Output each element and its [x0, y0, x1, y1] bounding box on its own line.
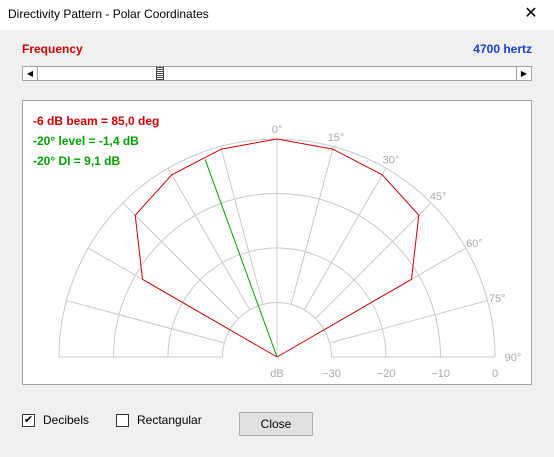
- decibels-checkbox[interactable]: ✔ Decibels: [22, 413, 89, 427]
- radial-label: 0: [492, 368, 498, 380]
- scroll-left-icon[interactable]: ◀: [23, 67, 38, 80]
- angle-label: 0°: [272, 124, 283, 136]
- grid-spoke: [329, 300, 488, 344]
- angle-label: 90°: [505, 352, 522, 364]
- angle-label: 45°: [430, 191, 447, 203]
- grid-spoke: [315, 202, 432, 319]
- grid-spoke: [66, 300, 225, 344]
- di-text: -20° DI = 9,1 dB: [33, 154, 121, 168]
- level-text: -20° level = -1,4 dB: [33, 134, 139, 148]
- radial-label: −20: [377, 368, 396, 380]
- slider-thumb[interactable]: [155, 67, 164, 80]
- close-button[interactable]: Close: [239, 412, 313, 436]
- rectangular-label: Rectangular: [137, 413, 202, 427]
- frequency-value: 4700 hertz: [473, 42, 532, 56]
- grid-spoke: [303, 167, 387, 311]
- grid-spoke: [122, 202, 239, 319]
- grid-spoke: [290, 146, 334, 305]
- rectangular-checkbox-box[interactable]: [116, 413, 129, 427]
- polar-chart: 0° 15° 30° 45° 60° 75° 90° dB −30 −20 −10 0: [58, 124, 522, 380]
- grid-spoke: [167, 167, 251, 311]
- polar-plot: 0° 15° 30° 45° 60° 75° 90° dB −30 −20 −10 0 -6 dB b…: [22, 100, 532, 385]
- angle-label: 75°: [489, 293, 506, 305]
- radial-label: −10: [431, 368, 450, 380]
- close-icon[interactable]: ✕: [524, 5, 538, 22]
- frequency-slider[interactable]: ◀ ▶: [22, 66, 532, 81]
- beam-width-text: -6 dB beam = 85,0 deg: [33, 114, 160, 128]
- decibels-checkbox-box[interactable]: ✔: [22, 413, 35, 427]
- grid-spoke: [220, 146, 264, 305]
- level-marker-line: [204, 159, 278, 358]
- window-title: Directivity Pattern - Polar Coordinates: [8, 7, 209, 21]
- rectangular-checkbox[interactable]: Rectangular: [116, 413, 202, 427]
- scroll-right-icon[interactable]: ▶: [516, 67, 531, 80]
- angle-label: 15°: [328, 132, 345, 144]
- angle-label: 60°: [466, 238, 483, 250]
- decibels-label: Decibels: [43, 413, 90, 427]
- title-bar: Directivity Pattern - Polar Coordinates …: [0, 0, 554, 30]
- angle-label: 30°: [383, 155, 400, 167]
- radial-label: −30: [322, 368, 341, 380]
- radial-label: dB: [270, 368, 283, 380]
- frequency-label: Frequency: [22, 42, 83, 56]
- directivity-pattern: [134, 138, 420, 358]
